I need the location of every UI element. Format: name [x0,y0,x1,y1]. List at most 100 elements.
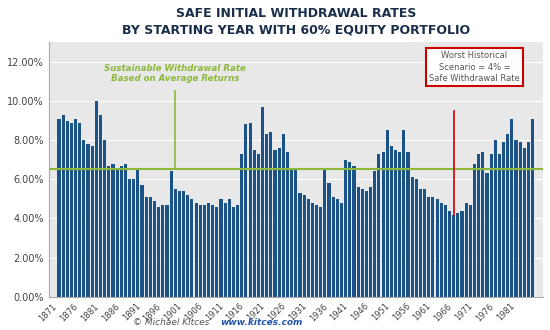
Bar [62,115,65,297]
Bar [153,201,156,297]
Bar [270,132,272,297]
Bar [473,164,476,297]
Bar [373,172,376,297]
Bar [299,193,301,297]
Bar [356,187,360,297]
Bar [465,203,468,297]
Bar [91,146,94,297]
Bar [145,197,148,297]
Bar [236,205,239,297]
Bar [286,152,289,297]
Bar [460,211,464,297]
Bar [219,199,223,297]
Bar [431,197,434,297]
Bar [519,142,522,297]
Bar [186,195,189,297]
Bar [353,166,355,297]
Bar [95,101,98,297]
Bar [203,205,206,297]
Bar [510,118,514,297]
Bar [249,122,252,297]
Bar [132,179,135,297]
Bar [390,146,393,297]
Bar [190,199,194,297]
Bar [261,107,264,297]
Bar [74,118,77,297]
Bar [415,179,418,297]
Bar [211,205,215,297]
Bar [278,148,280,297]
Bar [149,197,152,297]
Bar [128,179,131,297]
Bar [369,187,372,297]
Bar [490,154,493,297]
Text: www.kitces.com: www.kitces.com [220,318,302,327]
Bar [78,122,81,297]
Bar [444,205,447,297]
Bar [86,144,90,297]
Bar [365,191,368,297]
Bar [140,185,144,297]
Bar [182,191,185,297]
Bar [332,197,335,297]
Bar [265,134,268,297]
Bar [99,115,102,297]
Bar [336,199,339,297]
Text: © Michael Kitces: © Michael Kitces [133,318,209,327]
Bar [215,207,218,297]
Bar [166,205,168,297]
Bar [319,207,322,297]
Bar [252,150,256,297]
Bar [361,189,364,297]
Bar [112,164,114,297]
Bar [502,142,505,297]
Bar [294,170,298,297]
Bar [531,118,534,297]
Bar [386,130,389,297]
Bar [232,207,235,297]
Bar [169,172,173,297]
Bar [402,130,405,297]
Bar [116,170,119,297]
Bar [340,203,343,297]
Bar [398,152,402,297]
Title: SAFE INITIAL WITHDRAWAL RATES
BY STARTING YEAR WITH 60% EQUITY PORTFOLIO: SAFE INITIAL WITHDRAWAL RATES BY STARTIN… [122,7,470,37]
Bar [207,203,210,297]
Text: Worst Historical
Scenario = 4% =
Safe Withdrawal Rate: Worst Historical Scenario = 4% = Safe Wi… [429,51,520,83]
Bar [456,213,459,297]
Bar [307,199,310,297]
Bar [157,207,160,297]
Bar [199,205,202,297]
Bar [527,142,530,297]
Bar [240,154,243,297]
Bar [514,140,518,297]
Bar [423,189,426,297]
Bar [481,152,485,297]
Bar [70,122,73,297]
Bar [136,170,140,297]
Bar [523,148,526,297]
Bar [311,203,314,297]
Bar [486,173,488,297]
Bar [224,203,227,297]
Bar [327,183,331,297]
Bar [103,140,106,297]
Bar [436,199,439,297]
Bar [302,195,306,297]
Bar [419,189,422,297]
Text: Sustainable Withdrawal Rate
Based on Average Returns: Sustainable Withdrawal Rate Based on Ave… [104,64,246,83]
Bar [498,154,501,297]
Bar [452,214,455,297]
Bar [257,154,260,297]
Bar [161,205,164,297]
Bar [323,170,327,297]
Bar [228,199,231,297]
Bar [494,140,497,297]
Bar [282,134,285,297]
Bar [195,203,197,297]
Bar [348,162,351,297]
Bar [120,166,123,297]
Bar [124,164,127,297]
Bar [315,205,318,297]
Bar [273,150,277,297]
